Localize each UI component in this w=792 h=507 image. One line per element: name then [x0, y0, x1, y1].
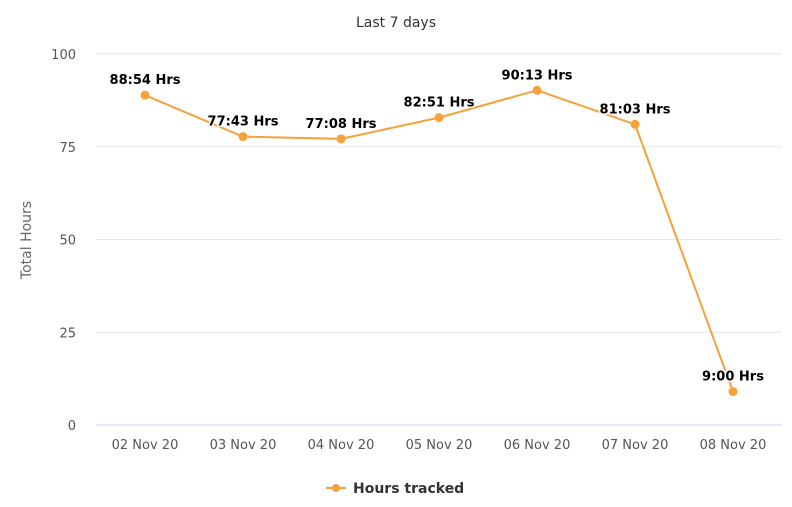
- x-tick-label: 08 Nov 20: [700, 438, 767, 453]
- legend-label: Hours tracked: [353, 481, 464, 497]
- data-label: 82:51 Hrs: [404, 96, 475, 111]
- x-tick-label: 03 Nov 20: [210, 438, 277, 453]
- data-point[interactable]: [434, 113, 444, 123]
- y-tick-label: 25: [59, 326, 76, 341]
- y-tick-label: 50: [59, 234, 76, 249]
- data-point[interactable]: [238, 132, 248, 142]
- x-tick-label: 04 Nov 20: [308, 438, 375, 453]
- y-tick-label: 0: [68, 419, 76, 434]
- series-layer: [140, 85, 738, 397]
- x-tick-label: 05 Nov 20: [406, 438, 473, 453]
- data-point[interactable]: [728, 387, 738, 397]
- data-label: 77:43 Hrs: [208, 115, 279, 130]
- data-point[interactable]: [630, 119, 640, 129]
- data-labels: 88:54 Hrs 77:43 Hrs 77:08 Hrs 82:51 Hrs 90:1…: [108, 67, 766, 386]
- y-axis-title: Total Hours: [19, 201, 35, 280]
- series-line: [144, 89, 734, 392]
- y-axis-ticks: 0 25 50 75 100: [51, 48, 76, 434]
- x-tick-label: 06 Nov 20: [504, 438, 571, 453]
- data-label: 88:54 Hrs: [110, 73, 181, 88]
- legend[interactable]: Hours tracked: [326, 481, 464, 497]
- data-point[interactable]: [336, 134, 346, 144]
- x-tick-label: 02 Nov 20: [112, 438, 179, 453]
- data-label: 77:08 Hrs: [306, 117, 377, 132]
- chart-title: Last 7 days: [356, 15, 436, 31]
- data-label: 90:13 Hrs: [502, 68, 573, 83]
- data-point[interactable]: [140, 90, 150, 100]
- x-tick-label: 07 Nov 20: [602, 438, 669, 453]
- grid-lines: [96, 53, 782, 426]
- y-tick-label: 75: [59, 141, 76, 156]
- y-tick-label: 100: [51, 48, 76, 63]
- data-point[interactable]: [532, 85, 542, 95]
- data-label: 81:03 Hrs: [600, 102, 671, 117]
- legend-marker-icon: [332, 484, 340, 492]
- data-label: 9:00 Hrs: [702, 370, 764, 385]
- x-axis-ticks: 02 Nov 20 03 Nov 20 04 Nov 20 05 Nov 20 06 N…: [112, 438, 767, 453]
